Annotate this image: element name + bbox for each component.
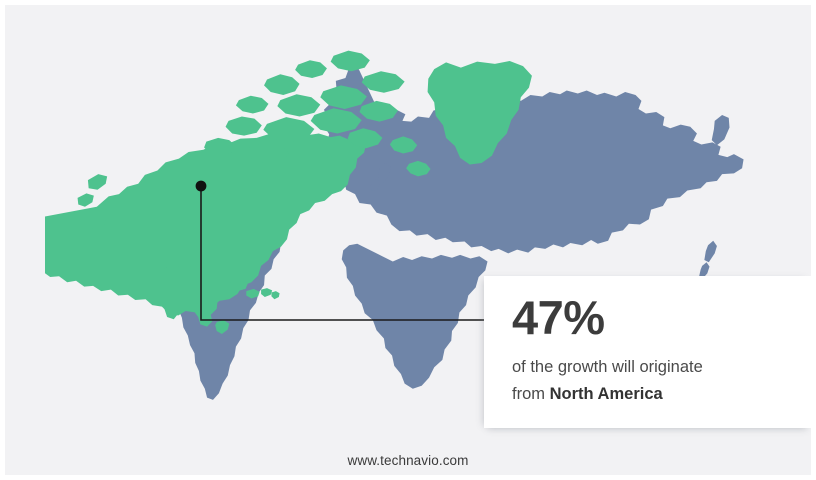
map-canvas: 47% of the growth will originate from No…	[5, 5, 811, 475]
callout-description-line-1: of the growth will originate	[512, 357, 703, 376]
callout-region-name: North America	[549, 384, 663, 403]
callout-description-line-2: from North America	[512, 381, 811, 408]
footer-url: www.technavio.com	[347, 453, 469, 468]
callout-card: 47% of the growth will originate from No…	[484, 276, 811, 428]
callout-percent-value: 47%	[512, 291, 605, 344]
callout-line2-prefix: from	[512, 384, 550, 403]
